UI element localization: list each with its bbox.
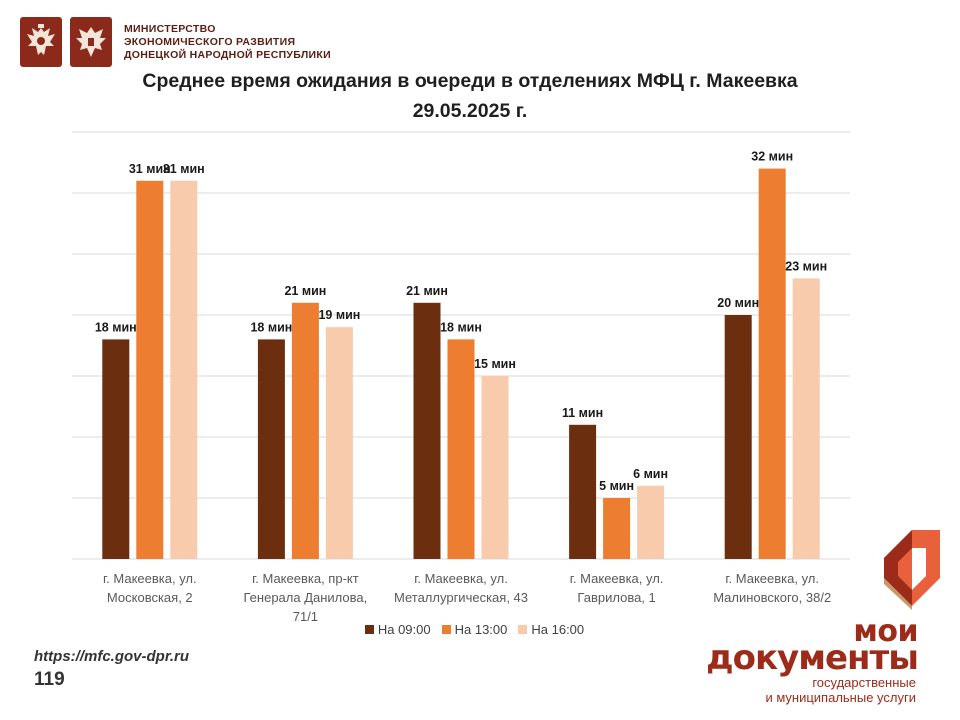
dpr-emblem: [70, 17, 112, 67]
bar: [637, 485, 665, 559]
data-label: 11 мин: [562, 406, 603, 420]
data-label: 21 мин: [406, 284, 448, 298]
bar: [170, 180, 198, 560]
double-headed-eagle-icon: [76, 27, 106, 57]
brand-word-moi: мои: [853, 614, 918, 649]
double-headed-eagle-icon: [27, 24, 55, 55]
category-label: г. Макеевка, ул.: [725, 571, 819, 586]
bar: [724, 315, 752, 559]
bar: [758, 168, 786, 559]
data-label: 18 мин: [440, 320, 482, 334]
bar: [136, 180, 164, 560]
data-label: 18 мин: [250, 320, 292, 334]
bar: [792, 278, 820, 559]
bar: [102, 339, 130, 559]
data-label: 15 мин: [474, 357, 516, 371]
legend-item-1300: На 13:00: [441, 622, 508, 637]
category-label: г. Макеевка, ул.: [570, 571, 664, 586]
bar: [447, 339, 475, 559]
data-label: 31 мин: [129, 162, 171, 176]
category-label: г. Макеевка, ул.: [414, 571, 508, 586]
data-label: 19 мин: [318, 308, 360, 322]
data-label: 32 мин: [751, 150, 793, 164]
chart-title: Среднее время ожидания в очереди в отдел…: [60, 66, 880, 126]
brand-subtitle: государственные и муниципальные услуги: [765, 675, 916, 705]
legend-label-1600: На 16:00: [531, 622, 585, 637]
data-label: 21 мин: [284, 284, 326, 298]
legend-label-1300: На 13:00: [454, 622, 508, 637]
data-label: 20 мин: [717, 296, 759, 310]
header: МИНИСТЕРСТВО ЭКОНОМИЧЕСКОГО РАЗВИТИЯ ДОН…: [20, 16, 331, 68]
legend-item-1600: На 16:00: [518, 622, 584, 637]
brand-word-dokumenty: документы: [706, 638, 919, 678]
data-label: 6 мин: [633, 467, 668, 481]
ministry-name: МИНИСТЕРСТВО ЭКОНОМИЧЕСКОГО РАЗВИТИЯ ДОН…: [124, 22, 331, 61]
moi-dokumenty-logo-icon: [884, 530, 940, 610]
data-label: 18 мин: [95, 320, 137, 334]
category-label: г. Макеевка, ул.: [103, 571, 197, 586]
website-url: https://mfc.gov-dpr.ru: [34, 648, 189, 665]
category-label: 71/1: [293, 609, 318, 624]
bar: [257, 339, 285, 559]
data-label: 23 мин: [785, 259, 827, 273]
bar: [481, 376, 509, 559]
coat-of-arms-emblem: [20, 17, 62, 67]
legend-item-0900: На 09:00: [364, 622, 431, 637]
hotline-number: 119: [34, 669, 65, 690]
bar: [603, 498, 631, 559]
data-label: 31 мин: [163, 162, 205, 176]
chart-title-date: 29.05.2025 г.: [412, 100, 528, 122]
category-label: г. Макеевка, пр-кт: [252, 571, 359, 586]
category-label: Малиновского, 38/2: [713, 590, 831, 605]
category-label: Генерала Данилова,: [244, 590, 368, 605]
data-label: 5 мин: [599, 479, 634, 493]
bar: [413, 302, 441, 559]
legend-swatch-0900: [364, 625, 374, 634]
category-label: Гаврилова, 1: [577, 590, 655, 605]
bar: [291, 302, 319, 559]
chart-legend: На 09:00 На 13:00 На 16:00: [0, 622, 960, 637]
legend-label-0900: На 09:00: [377, 622, 431, 637]
chart-title-line-1: Среднее время ожидания в очереди в отдел…: [142, 70, 798, 92]
bar: [569, 424, 597, 559]
category-label: Московская, 2: [107, 590, 193, 605]
bar: [325, 327, 353, 559]
legend-swatch-1600: [518, 625, 528, 634]
legend-swatch-1300: [441, 625, 451, 634]
category-label: Металлургическая, 43: [394, 590, 528, 605]
